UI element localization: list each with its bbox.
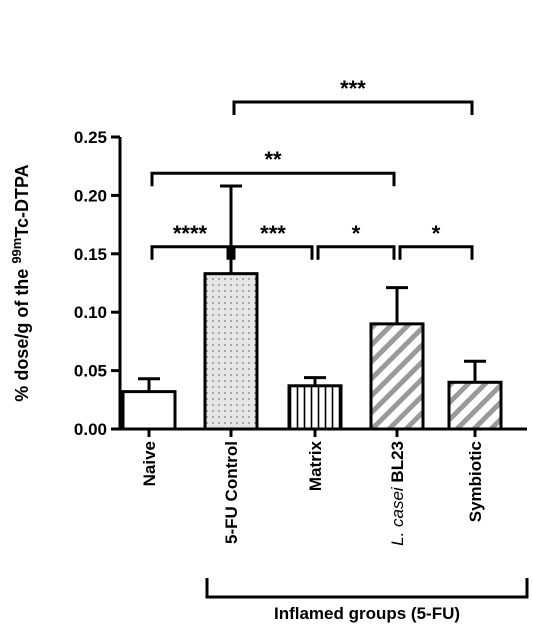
y-axis-label-superscript: 99m [9, 238, 24, 264]
significance-bracket [232, 245, 314, 260]
category-label: Symbiotic [466, 441, 485, 522]
significance-bracket [316, 245, 396, 260]
y-tick-label: 0.10 [74, 303, 107, 322]
y-tick-label: 0.20 [74, 186, 107, 205]
significance-bracket [150, 171, 396, 187]
group-bracket: Inflamed groups (5-FU) [205, 578, 529, 623]
y-axis-label-prefix: % dose/g of the [12, 264, 32, 402]
significance-label: ** [264, 147, 282, 172]
significance-label: *** [340, 76, 366, 101]
y-axis: 0.00 0.05 0.10 0.15 0.20 0.25 [74, 128, 122, 439]
significance-bracket [150, 245, 230, 260]
category-label-italic: L. casei [388, 483, 407, 546]
y-tick-label: 0.00 [74, 420, 107, 439]
group-bracket-line [205, 578, 529, 599]
y-tick-label: 0.25 [74, 128, 107, 147]
significance-label: *** [260, 221, 286, 246]
y-axis-label-suffix: Tc-DTPA [12, 164, 32, 237]
significance-label: * [432, 221, 441, 246]
y-axis-label: % dose/g of the 99mTc-DTPA [9, 164, 32, 401]
bar [203, 272, 259, 431]
category-label-text: 5-FU Control [222, 441, 241, 544]
y-tick-label: 0.15 [74, 245, 107, 264]
bar [121, 390, 177, 431]
significance-label: * [352, 221, 361, 246]
y-tick-label: 0.05 [74, 362, 107, 381]
category-label: Matrix [306, 440, 325, 491]
category-label-text: Naive [140, 441, 159, 486]
category-label-text: Symbiotic [466, 441, 485, 522]
significance-bracket [398, 245, 474, 260]
bar [369, 322, 425, 431]
group-label: Inflamed groups (5-FU) [274, 604, 460, 623]
category-label: 5-FU Control [222, 441, 241, 544]
category-label-text: Matrix [306, 440, 325, 491]
bar [447, 380, 503, 431]
category-label-text: BL23 [388, 441, 407, 483]
significance-bracket [232, 100, 474, 115]
significance-label: **** [173, 221, 208, 246]
category-label: Naive [140, 441, 159, 486]
bar [287, 384, 343, 431]
category-label: L. casei BL23 [388, 441, 407, 546]
